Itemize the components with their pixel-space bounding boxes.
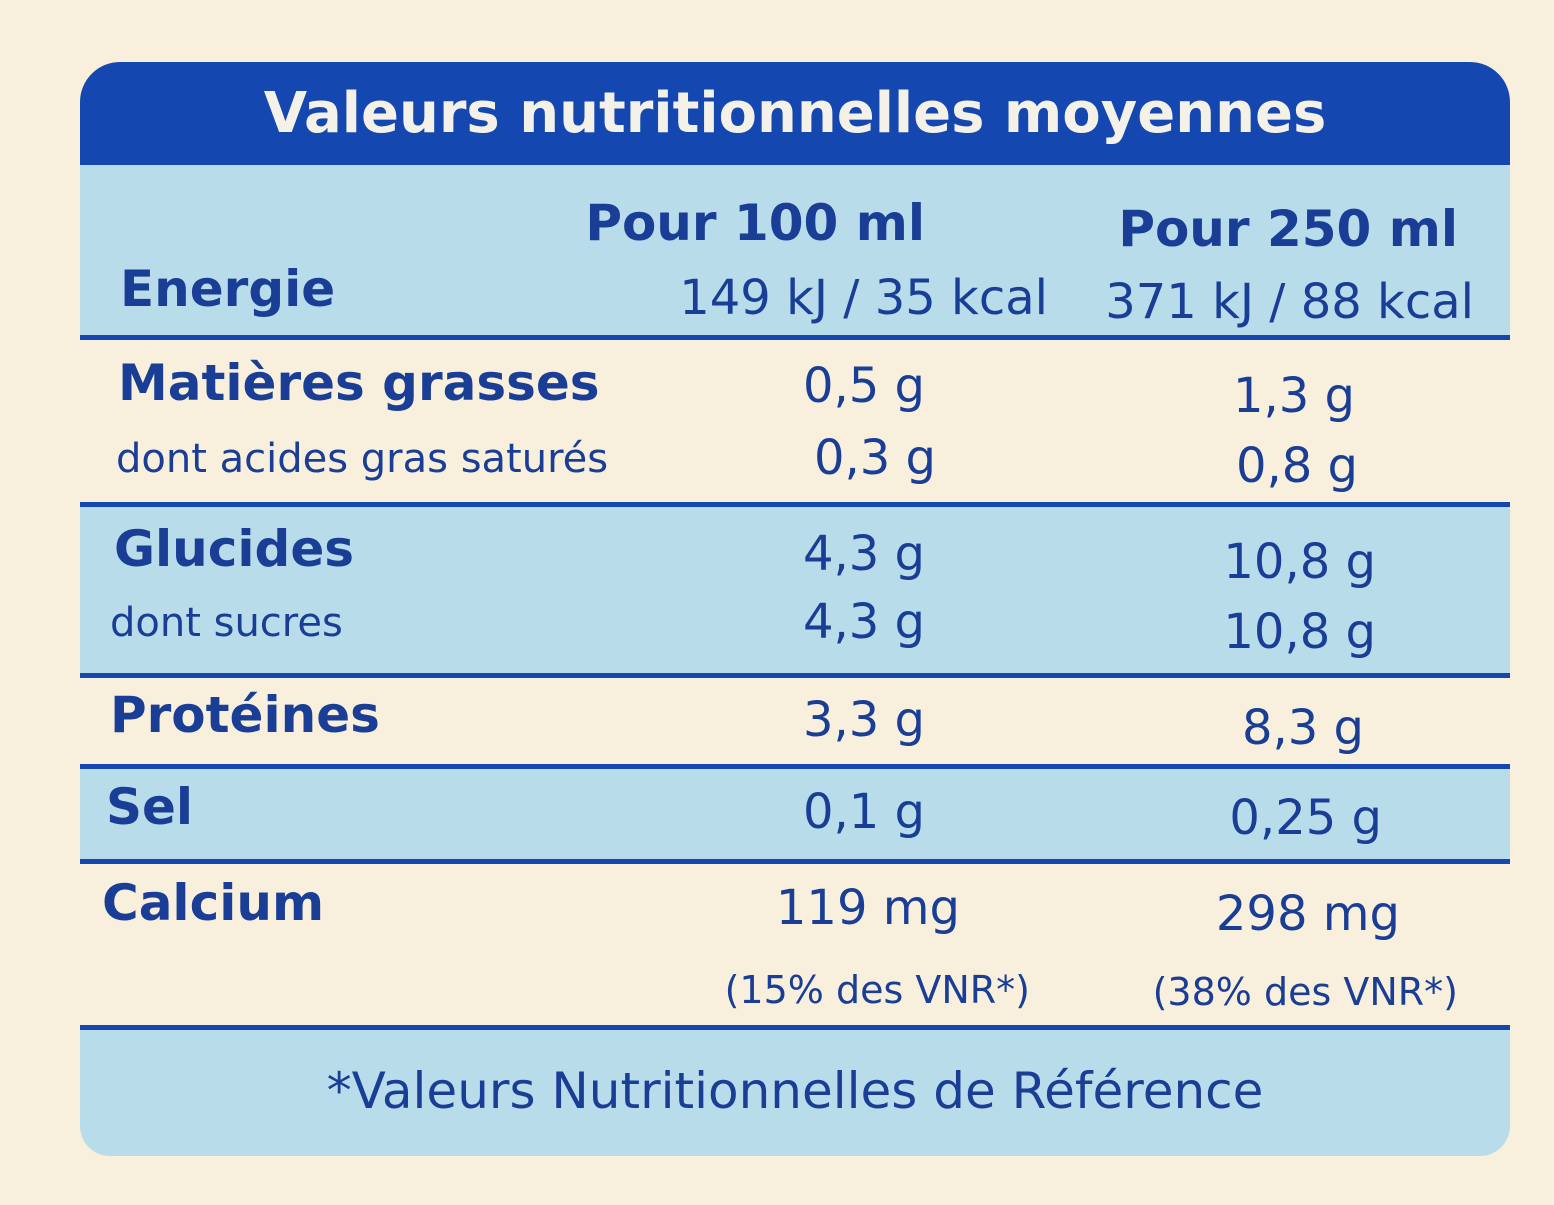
acides-gras-satures-value-100ml: 0,3 g [813,430,936,486]
sucres-value-250ml: 10,8 g [1223,604,1376,660]
column-header-100ml: Pour 100 ml [585,194,925,252]
calcium-vnr-100ml: (15% des VNR*) [724,968,1030,1012]
divider-line [80,673,1510,678]
row-label-sel: Sel [106,778,194,836]
nutrition-label: Valeurs nutritionnelles moyennes Pour 10… [80,62,1510,1156]
footnote-vnr: *Valeurs Nutritionnelles de Référence [326,1062,1264,1120]
row-label-calcium: Calcium [102,874,325,932]
row-label-acides-gras-satures: dont acides gras saturés [116,436,609,482]
row-label-sucres: dont sucres [110,600,343,646]
energy-band [80,165,1510,335]
matieres-grasses-value-250ml: 1,3 g [1232,368,1355,424]
row-label-proteines: Protéines [110,686,380,744]
proteines-value-250ml: 8,3 g [1241,700,1364,756]
glucides-value-100ml: 4,3 g [802,526,925,582]
matieres-grasses-value-100ml: 0,5 g [802,358,925,414]
row-label-glucides: Glucides [114,520,355,578]
nutrition-title: Valeurs nutritionnelles moyennes [80,62,1510,165]
sucres-value-100ml: 4,3 g [802,594,925,650]
energie-value-100ml: 149 kJ / 35 kcal [679,270,1048,326]
divider-line [80,764,1510,769]
footnote-band [80,1030,1510,1156]
proteines-value-100ml: 3,3 g [802,692,925,748]
sel-band [80,769,1510,859]
row-label-matieres-grasses: Matières grasses [118,354,600,412]
glucides-value-250ml: 10,8 g [1223,534,1376,590]
divider-line [80,859,1510,864]
divider-line [80,1025,1510,1030]
glucides-band [80,507,1510,673]
row-label-energie: Energie [120,260,336,318]
calcium-value-250ml: 298 mg [1215,886,1400,942]
calcium-vnr-250ml: (38% des VNR*) [1152,970,1458,1014]
acides-gras-satures-value-250ml: 0,8 g [1235,438,1358,494]
sel-value-100ml: 0,1 g [802,784,925,840]
divider-line [80,502,1510,507]
calcium-value-100ml: 119 mg [775,880,960,936]
divider-line [80,335,1510,340]
column-header-250ml: Pour 250 ml [1118,200,1458,258]
energie-value-250ml: 371 kJ / 88 kcal [1105,274,1474,330]
sel-value-250ml: 0,25 g [1229,790,1382,846]
